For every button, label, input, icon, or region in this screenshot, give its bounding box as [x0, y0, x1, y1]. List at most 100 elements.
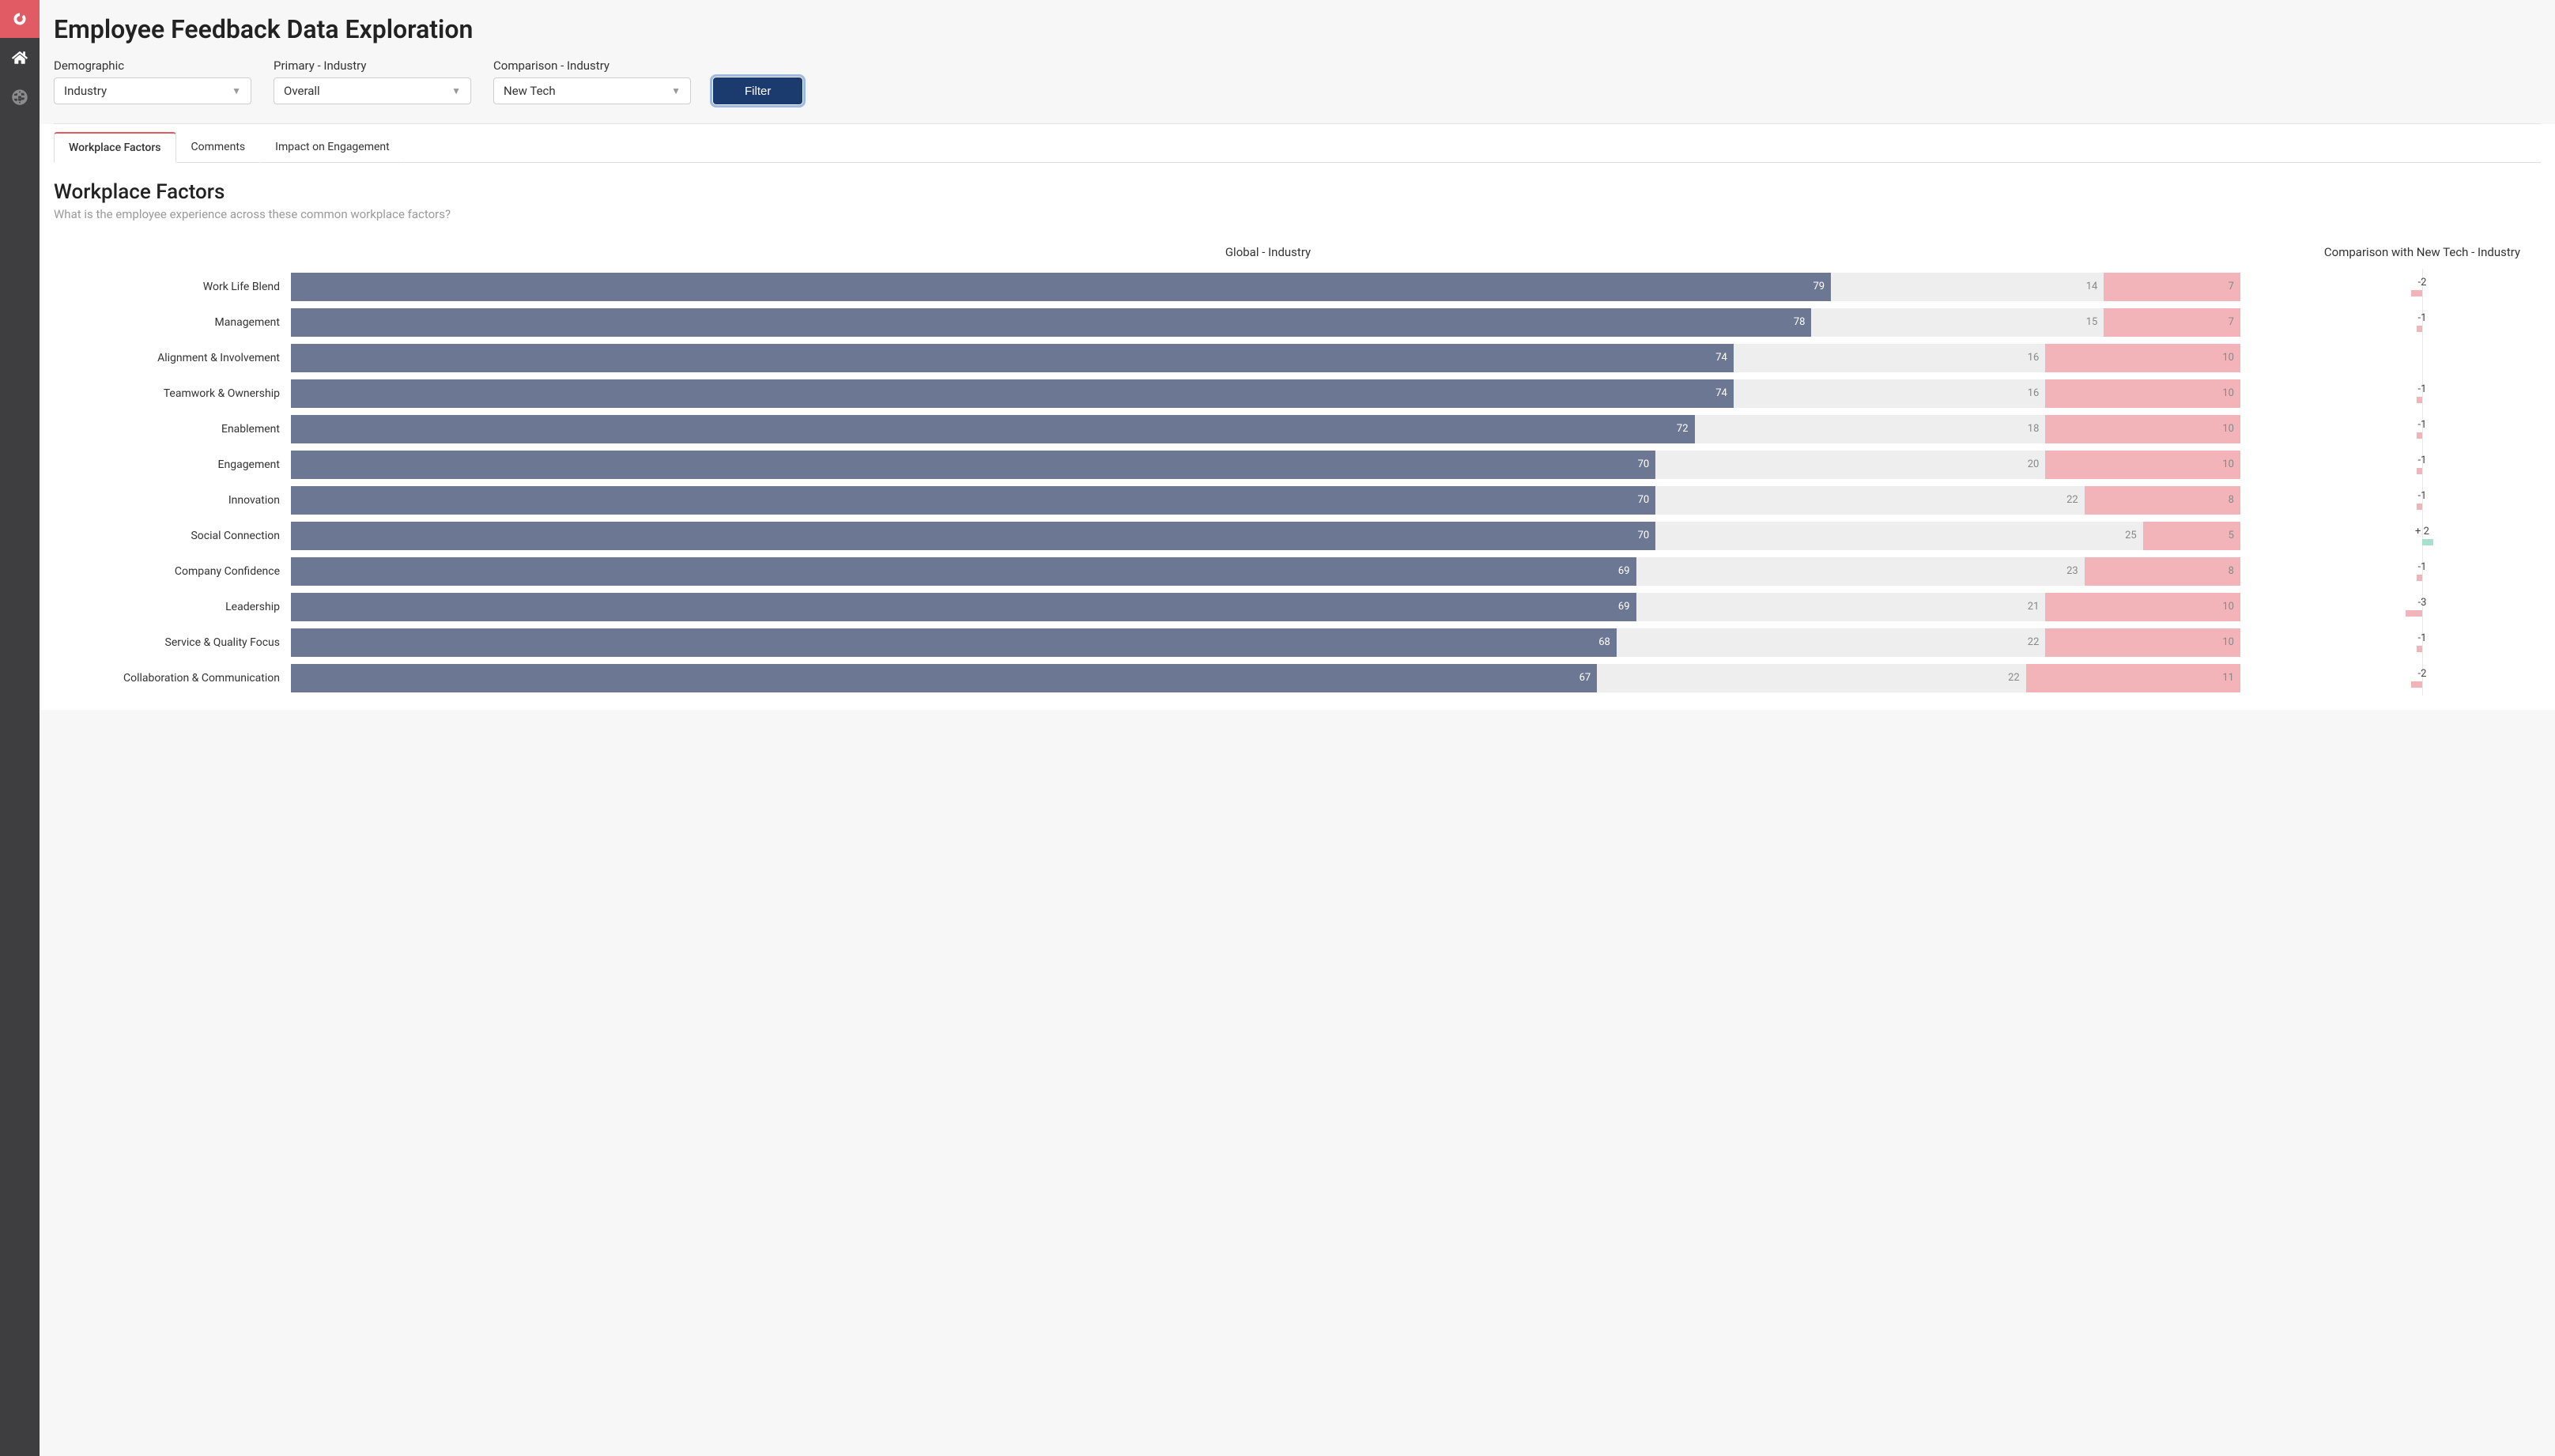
- row-bars: 741610: [291, 379, 2240, 408]
- comp-value: -1: [2418, 632, 2427, 644]
- bar-negative: 11: [2026, 664, 2240, 692]
- row-label: Management: [54, 316, 291, 329]
- bar-negative: 8: [2085, 557, 2240, 586]
- row-bars: 702010: [291, 451, 2240, 479]
- chart-right: Comparison with New Tech - Industry -2 -1…: [2304, 245, 2541, 696]
- comp-bar: [2417, 432, 2422, 439]
- bar-positive: 70: [291, 522, 1655, 550]
- row-label: Innovation: [54, 494, 291, 507]
- row-label: Service & Quality Focus: [54, 636, 291, 649]
- comparison-select[interactable]: New Tech ▼: [493, 77, 691, 104]
- comp-value: -2: [2418, 277, 2427, 289]
- comp-bar: [2417, 468, 2422, 474]
- row-label: Collaboration & Communication: [54, 672, 291, 685]
- comp-bar: [2411, 290, 2422, 296]
- select-value: Industry: [64, 84, 107, 98]
- bar-neutral: 22: [1655, 486, 2085, 515]
- comp-bar: [2422, 539, 2433, 545]
- chart-right-title: Comparison with New Tech - Industry: [2304, 245, 2541, 259]
- comp-row: + 2: [2304, 518, 2541, 553]
- chart-right-header: Comparison with New Tech - Industry: [2304, 245, 2541, 259]
- bar-positive: 74: [291, 344, 1734, 372]
- filter-label: Comparison - Industry: [493, 58, 691, 73]
- comp-bar: [2417, 575, 2422, 581]
- row-label: Alignment & Involvement: [54, 352, 291, 364]
- bar-neutral: 14: [1831, 273, 2104, 301]
- bar-positive: 70: [291, 486, 1655, 515]
- bar-negative: 7: [2104, 273, 2240, 301]
- row-label: Company Confidence: [54, 565, 291, 578]
- bar-neutral: 22: [1617, 628, 2046, 657]
- logo-icon: [13, 12, 27, 26]
- comp-bar: [2417, 326, 2422, 332]
- bar-negative: 10: [2045, 593, 2240, 621]
- filter-bar: Demographic Industry ▼ Primary - Industr…: [54, 58, 2541, 124]
- comp-value: + 2: [2415, 526, 2429, 538]
- bar-neutral: 25: [1655, 522, 2143, 550]
- row-label: Teamwork & Ownership: [54, 387, 291, 400]
- chart-row: Leadership692110: [54, 589, 2240, 624]
- chevron-down-icon: ▼: [671, 85, 681, 96]
- comp-row: -1: [2304, 375, 2541, 411]
- bar-neutral: 15: [1811, 308, 2104, 337]
- filter-label: Primary - Industry: [274, 58, 471, 73]
- primary-select[interactable]: Overall ▼: [274, 77, 471, 104]
- tab-comments[interactable]: Comments: [176, 132, 261, 163]
- sidebar: [0, 0, 40, 1456]
- comp-row: -2: [2304, 269, 2541, 304]
- chart-row: Management78157: [54, 304, 2240, 340]
- filter-primary: Primary - Industry Overall ▼: [274, 58, 471, 104]
- comp-bar-wrap: [2304, 468, 2541, 474]
- bar-neutral: 23: [1636, 557, 2085, 586]
- filter-demographic: Demographic Industry ▼: [54, 58, 251, 104]
- comp-row: -2: [2304, 660, 2541, 696]
- select-value: New Tech: [504, 84, 556, 98]
- comp-bar-wrap: [2304, 397, 2541, 403]
- filter-button[interactable]: Filter: [713, 77, 802, 104]
- chart: Global - Industry Work Life Blend79147Ma…: [54, 245, 2541, 696]
- row-bars: 741610: [291, 344, 2240, 372]
- bar-negative: 10: [2045, 451, 2240, 479]
- bar-positive: 72: [291, 415, 1695, 443]
- row-bars: 672211: [291, 664, 2240, 692]
- row-bars: 78157: [291, 308, 2240, 337]
- comp-row: -1: [2304, 553, 2541, 589]
- header: Employee Feedback Data Exploration Demog…: [40, 0, 2555, 124]
- row-bars: 721810: [291, 415, 2240, 443]
- comp-value: -1: [2418, 561, 2427, 573]
- bar-neutral: 16: [1734, 379, 2046, 408]
- sidebar-item-globe[interactable]: [0, 77, 40, 117]
- comp-bar: [2406, 610, 2422, 617]
- comp-bar-wrap: [2304, 290, 2541, 296]
- chevron-down-icon: ▼: [451, 85, 461, 96]
- chart-left: Global - Industry Work Life Blend79147Ma…: [54, 245, 2240, 696]
- demographic-select[interactable]: Industry ▼: [54, 77, 251, 104]
- bar-neutral: 22: [1597, 664, 2026, 692]
- bar-positive: 79: [291, 273, 1831, 301]
- comp-value: -1: [2418, 490, 2427, 502]
- comp-bar: [2417, 397, 2422, 403]
- comp-bar-wrap: [2304, 539, 2541, 545]
- bar-neutral: 18: [1695, 415, 2046, 443]
- comp-bar-wrap: [2304, 681, 2541, 688]
- bar-positive: 78: [291, 308, 1811, 337]
- row-label: Engagement: [54, 458, 291, 471]
- row-bars: 682210: [291, 628, 2240, 657]
- comp-value: -3: [2418, 597, 2427, 609]
- chart-left-title: Global - Industry: [296, 245, 2240, 259]
- comp-bar: [2417, 504, 2422, 510]
- comp-row: [2304, 340, 2541, 375]
- chart-left-header: Global - Industry: [54, 245, 2240, 259]
- tab-workplace-factors[interactable]: Workplace Factors: [54, 132, 176, 163]
- chart-rows: Work Life Blend79147Management78157Align…: [54, 269, 2240, 696]
- comp-row: -1: [2304, 304, 2541, 340]
- tab-impact-engagement[interactable]: Impact on Engagement: [260, 132, 405, 163]
- chart-row: Enablement721810: [54, 411, 2240, 447]
- bar-positive: 70: [291, 451, 1655, 479]
- filter-comparison: Comparison - Industry New Tech ▼: [493, 58, 691, 104]
- bar-neutral: 16: [1734, 344, 2046, 372]
- comp-bar: [2417, 646, 2422, 652]
- logo[interactable]: [0, 0, 40, 38]
- comp-bar-wrap: [2304, 610, 2541, 617]
- sidebar-item-home[interactable]: [0, 38, 40, 77]
